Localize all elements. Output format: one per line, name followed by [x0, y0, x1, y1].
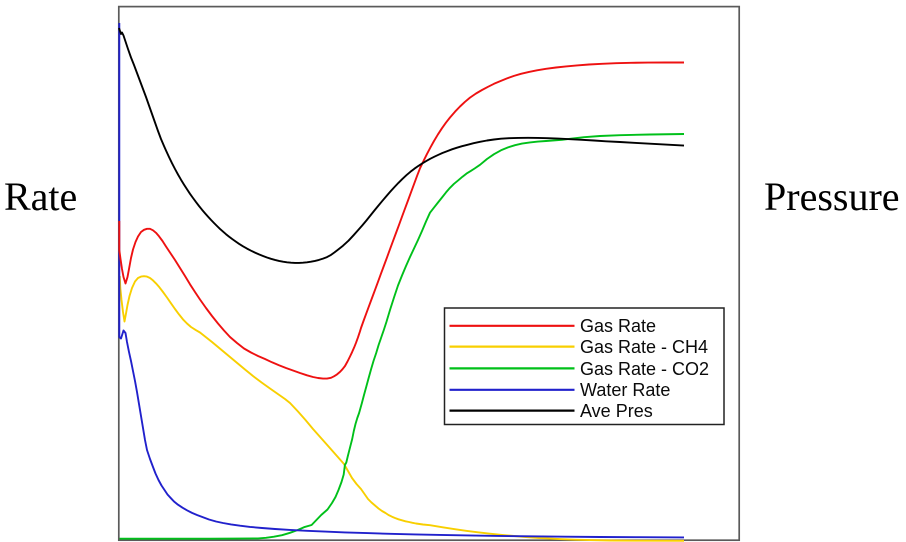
svg-text:Rate: Rate: [4, 174, 77, 219]
svg-text:Ave Pres: Ave Pres: [580, 401, 653, 421]
svg-text:Gas Rate: Gas Rate: [580, 316, 656, 336]
svg-text:Gas Rate - CH4: Gas Rate - CH4: [580, 337, 708, 357]
svg-text:Gas Rate - CO2: Gas Rate - CO2: [580, 359, 709, 379]
svg-text:Pressure: Pressure: [764, 174, 900, 219]
svg-text:Water Rate: Water Rate: [580, 380, 670, 400]
